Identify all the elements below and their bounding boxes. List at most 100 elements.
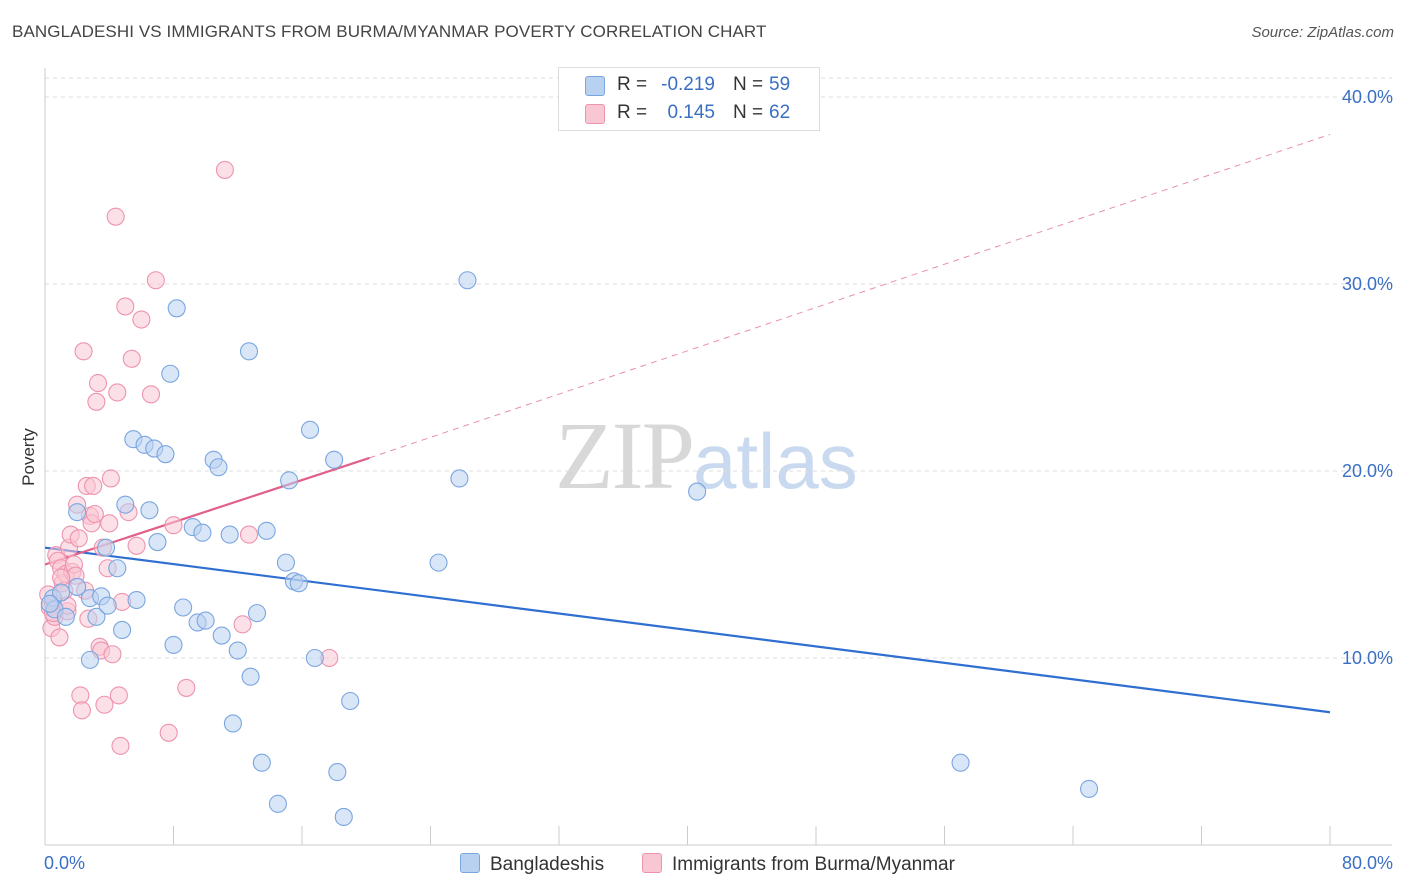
- trend-extension-1: [369, 133, 1331, 459]
- r-label: R =: [617, 74, 648, 95]
- point-bangladeshi: [96, 538, 116, 557]
- point-bangladeshi: [52, 583, 71, 602]
- point-burma: [111, 736, 130, 755]
- point-burma: [95, 695, 114, 714]
- point-burma: [85, 504, 104, 524]
- point-burma: [106, 207, 125, 226]
- n-value: 59: [769, 74, 791, 95]
- chart-title: BANGLADESHI VS IMMIGRANTS FROM BURMA/MYA…: [12, 22, 767, 41]
- point-bangladeshi: [268, 794, 287, 813]
- point-burma: [233, 615, 252, 634]
- r-value: 0.145: [667, 102, 715, 123]
- legend-swatch-pink: [642, 853, 662, 873]
- legend-label: Bangladeshis: [490, 854, 605, 875]
- point-bangladeshi: [40, 594, 59, 613]
- trend-line-0: [44, 546, 1331, 714]
- grid: [45, 77, 1392, 659]
- point-bangladeshi: [87, 607, 106, 626]
- point-burma: [100, 514, 119, 533]
- point-bangladeshi: [241, 667, 260, 686]
- point-burma: [74, 342, 93, 361]
- point-burma: [50, 628, 69, 647]
- point-bangladeshi: [1080, 779, 1099, 798]
- point-bangladeshi: [257, 521, 276, 540]
- point-bangladeshi: [209, 458, 228, 477]
- point-bangladeshi: [951, 753, 970, 772]
- point-bangladeshi: [688, 482, 707, 501]
- stats-legend-row-bangladeshis: R = -0.219 N = 59: [559, 72, 819, 100]
- point-burma: [177, 678, 196, 697]
- point-burma: [215, 160, 234, 179]
- watermark: ZIPatlas: [555, 400, 858, 511]
- point-bangladeshi: [300, 420, 320, 439]
- point-bangladeshi: [239, 342, 259, 361]
- point-bangladeshi: [113, 620, 132, 640]
- stats-legend-row-burma: R = 0.145 N = 62: [559, 100, 819, 128]
- data-points: [39, 160, 1099, 827]
- point-bangladeshi: [98, 596, 117, 615]
- point-bangladeshi: [429, 553, 448, 572]
- point-burma: [116, 297, 135, 316]
- point-bangladeshi: [127, 590, 146, 610]
- x-tick-label: 80.0%: [1342, 853, 1393, 873]
- point-bangladeshi: [156, 445, 175, 464]
- point-burma: [122, 349, 141, 368]
- series-legend: Bangladeshis Immigrants from Burma/Myanm…: [0, 851, 1406, 879]
- point-bangladeshi: [276, 553, 295, 572]
- point-bangladeshi: [280, 471, 299, 490]
- point-bangladeshi: [325, 450, 344, 469]
- point-bangladeshi: [68, 503, 87, 522]
- y-tick-label: 30.0%: [1342, 274, 1393, 294]
- point-bangladeshi: [116, 495, 135, 514]
- point-bangladeshi: [341, 691, 360, 711]
- point-bangladeshi: [289, 574, 308, 593]
- point-burma: [101, 469, 120, 488]
- y-tick-label: 20.0%: [1342, 461, 1393, 481]
- legend-swatch-blue: [460, 853, 480, 873]
- point-burma: [109, 686, 128, 705]
- point-burma: [87, 392, 106, 411]
- point-burma: [103, 645, 122, 664]
- point-burma: [72, 701, 91, 720]
- point-bangladeshi: [228, 641, 247, 660]
- point-bangladeshi: [328, 763, 347, 782]
- legend-swatch-blue: [585, 76, 605, 96]
- point-bangladeshi: [56, 607, 75, 626]
- point-bangladeshi: [80, 650, 100, 669]
- point-burma: [164, 516, 183, 535]
- watermark-zip: ZIP: [555, 402, 695, 509]
- point-bangladeshi: [68, 577, 87, 596]
- point-bangladeshi: [196, 611, 215, 630]
- point-bangladeshi: [212, 626, 231, 645]
- y-tick-label: 40.0%: [1342, 87, 1393, 107]
- axes: [44, 68, 1392, 846]
- point-burma: [141, 385, 161, 404]
- point-burma: [69, 529, 88, 548]
- point-bangladeshi: [167, 299, 186, 318]
- legend-item-burma[interactable]: Immigrants from Burma/Myanmar: [642, 853, 955, 876]
- point-bangladeshi: [108, 559, 127, 578]
- legend-item-bangladeshis[interactable]: Bangladeshis: [460, 853, 604, 876]
- point-burma: [239, 525, 259, 544]
- stats-legend: R = -0.219 N = 59 R = 0.145 N = 62: [558, 67, 820, 131]
- point-bangladeshi: [174, 598, 193, 617]
- point-bangladeshi: [220, 525, 239, 544]
- point-bangladeshi: [161, 364, 180, 383]
- point-burma: [88, 374, 108, 393]
- axis-labels: 10.0% 20.0% 30.0% 40.0% 0.0% 80.0% Poverty: [19, 87, 1393, 873]
- point-burma: [84, 476, 103, 496]
- x-tick-label: 0.0%: [44, 853, 85, 873]
- point-burma: [159, 723, 178, 742]
- point-bangladeshi: [247, 604, 267, 623]
- point-burma: [132, 310, 151, 329]
- watermark-atlas: atlas: [693, 417, 858, 505]
- legend-swatch-pink: [585, 104, 605, 124]
- point-bangladeshi: [305, 648, 324, 668]
- r-label: R =: [617, 102, 648, 123]
- legend-label: Immigrants from Burma/Myanmar: [672, 854, 955, 875]
- point-burma: [71, 686, 90, 705]
- point-bangladeshi: [223, 714, 242, 733]
- y-tick-label: 10.0%: [1342, 648, 1393, 668]
- point-bangladeshi: [458, 271, 477, 290]
